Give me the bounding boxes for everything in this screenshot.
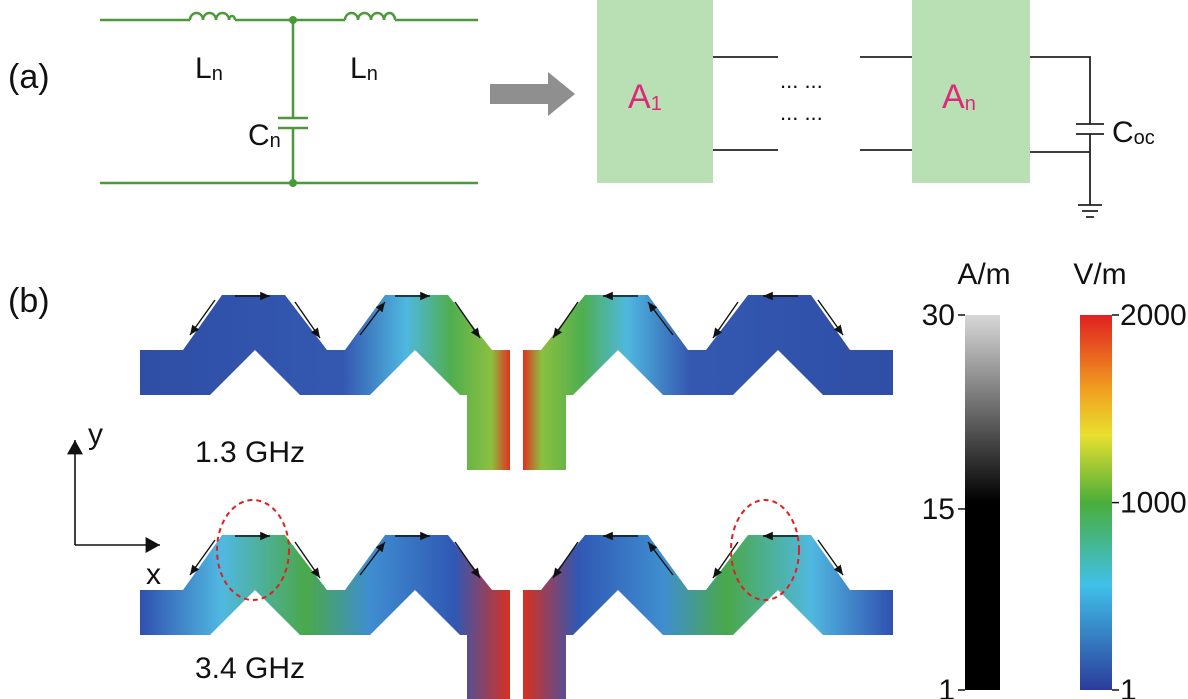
node <box>289 16 297 24</box>
ellipsis: ... ... <box>780 100 823 125</box>
panel-b: (b) y x 1.3 GHz 3.4 GHz A/m V/m <box>8 258 1127 699</box>
subscript: n <box>212 63 223 85</box>
circuit <box>100 18 478 185</box>
inductor <box>188 11 237 21</box>
capacitor-label: Cn <box>248 119 281 152</box>
frequency-label: 1.3 GHz <box>195 436 305 469</box>
symbol: L <box>195 52 212 85</box>
ellipsis: ... ... <box>780 68 823 93</box>
symbol: C <box>1112 116 1134 149</box>
colorbar <box>965 315 1000 690</box>
inductor <box>343 11 397 21</box>
colorbar-unit: V/m <box>1073 258 1126 291</box>
panel-a: (a) Ln Ln Cn A1 An ... ... ... ... Coc <box>8 0 1155 218</box>
block-label: A1 <box>628 78 662 116</box>
tick-label: 30 <box>922 299 955 332</box>
tick-label: 1 <box>1120 674 1137 699</box>
block <box>597 0 713 183</box>
highlight <box>216 499 290 601</box>
symbol: A <box>628 78 651 116</box>
panel-label: (b) <box>8 282 50 320</box>
subscript: n <box>367 63 378 85</box>
capacitor-label: Coc <box>1112 116 1155 149</box>
panel-label: (a) <box>8 58 50 96</box>
symbol: C <box>248 119 270 152</box>
symbol: A <box>942 78 965 116</box>
tick-label: 15 <box>922 493 955 526</box>
tick-label: 1 <box>938 674 955 699</box>
subscript: n <box>270 130 281 152</box>
tick-label: 1000 <box>1120 487 1187 520</box>
block-label: An <box>942 78 976 116</box>
axis-label: y <box>88 418 103 451</box>
arrow <box>490 72 575 116</box>
subscript: oc <box>1134 127 1155 149</box>
colorbar-unit: A/m <box>957 258 1010 291</box>
axis-label: x <box>146 558 161 591</box>
inductor-label: Ln <box>350 52 378 85</box>
symbol: L <box>350 52 367 85</box>
wires <box>713 56 1104 218</box>
node <box>289 179 297 187</box>
highlight <box>730 499 800 601</box>
block <box>912 0 1030 183</box>
frequency-label: 3.4 GHz <box>195 652 305 685</box>
subscript: n <box>965 93 976 115</box>
subscript: 1 <box>651 93 662 115</box>
inductor-label: Ln <box>195 52 223 85</box>
tick-label: 2000 <box>1120 299 1187 332</box>
colorbar <box>1080 315 1112 690</box>
